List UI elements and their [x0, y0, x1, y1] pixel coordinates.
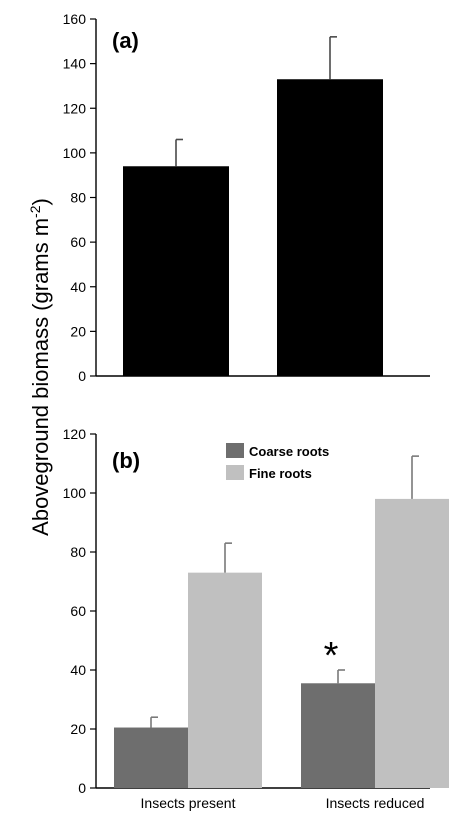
panel-b: 0 20 40 60 80 100 120 (b) Insects present Insects… — [63, 426, 449, 811]
y-tick-label: 120 — [63, 426, 87, 442]
y-axis-title-text: Aboveground biomass (grams m — [28, 218, 53, 536]
y-tick-label: 160 — [63, 11, 87, 27]
x-category-label: Insects reduced — [326, 795, 425, 811]
y-tick-label: 100 — [63, 145, 87, 161]
bar — [301, 683, 375, 788]
significance-star: * — [324, 635, 339, 677]
y-tick-label: 40 — [70, 279, 86, 295]
legend-swatch — [226, 465, 244, 480]
panel-a: 0 20 40 60 80 100 120 140 160 (a) — [63, 11, 430, 384]
legend-swatch — [226, 443, 244, 458]
bar — [114, 727, 188, 788]
bar — [375, 498, 449, 788]
y-tick-label: 40 — [70, 662, 86, 678]
legend-label: Fine roots — [249, 466, 312, 481]
y-tick-label: 100 — [63, 485, 87, 501]
panel-label: (b) — [112, 448, 140, 473]
legend-label: Coarse roots — [249, 444, 329, 459]
y-tick-label: 120 — [63, 100, 87, 116]
y-tick-label: 140 — [63, 56, 87, 72]
y-tick-label: 0 — [78, 780, 86, 796]
y-axis-title-close: ) — [28, 198, 53, 205]
panel-label: (a) — [112, 28, 139, 53]
y-tick-label: 80 — [70, 544, 86, 560]
y-axis-title-superscript: -2 — [27, 205, 43, 218]
y-tick-label: 60 — [70, 234, 86, 250]
bar — [123, 166, 229, 376]
x-category-label: Insects present — [141, 795, 236, 811]
y-axis-title: Aboveground biomass (grams m-2) — [27, 198, 53, 536]
bar — [188, 572, 262, 788]
y-tick-label: 60 — [70, 603, 86, 619]
y-tick-label: 80 — [70, 190, 86, 206]
y-tick-label: 20 — [70, 323, 86, 339]
y-tick-label: 0 — [78, 368, 86, 384]
y-tick-label: 20 — [70, 721, 86, 737]
bar — [277, 79, 383, 377]
